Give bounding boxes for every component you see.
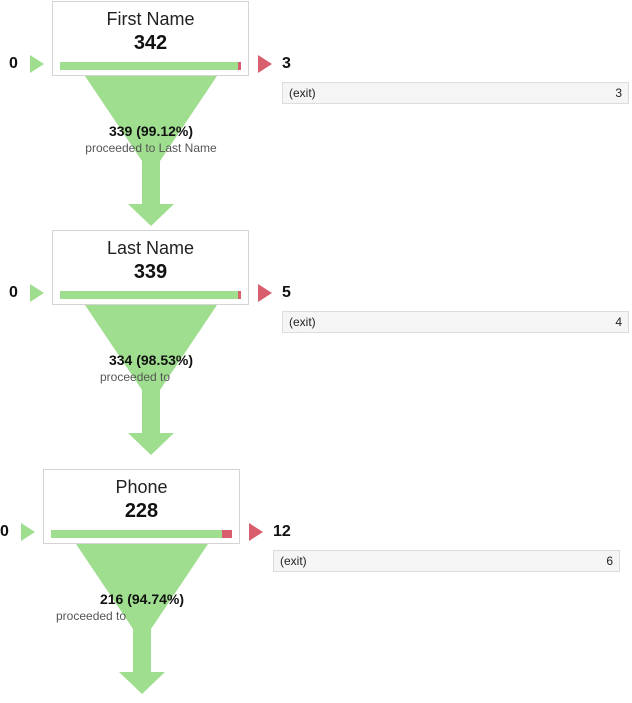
step-count: 339 — [133, 261, 168, 283]
exit-row-label: (exit) — [280, 554, 307, 568]
proceeded-label: proceeded to — [100, 370, 171, 384]
exit-row[interactable]: (exit) 4 — [282, 311, 629, 333]
funnel-step-first-name: First Name 342 0 3 (exit) 3 339 (99.12%)… — [0, 0, 632, 235]
exit-row-value: 4 — [615, 315, 622, 329]
step-count: 342 — [133, 32, 168, 54]
step-card[interactable]: First Name 342 — [52, 1, 249, 76]
exits-count[interactable]: 3 — [282, 55, 291, 72]
progress-exit-segment — [238, 291, 241, 299]
exit-row-label: (exit) — [289, 315, 316, 329]
exits-count[interactable]: 12 — [273, 523, 291, 540]
step-card[interactable]: Last Name 339 — [52, 230, 249, 305]
proceeded-label: proceeded to Last Name — [85, 141, 217, 155]
step-title: First Name — [106, 9, 195, 29]
funnel-arrow-icon — [76, 544, 208, 694]
exit-row[interactable]: (exit) 6 — [273, 550, 620, 572]
progress-exit-segment — [238, 62, 241, 70]
proceeded-label: proceeded to — [56, 609, 127, 623]
entrances-count: 0 — [9, 55, 18, 72]
exit-row-label: (exit) — [289, 86, 316, 100]
step-count: 228 — [124, 500, 159, 522]
funnel-step-phone: Phone 228 0 12 (exit) 6 216 (94.74%) pro… — [0, 468, 623, 703]
entrances-count: 0 — [0, 523, 9, 540]
exit-row-value: 6 — [606, 554, 613, 568]
entrances-arrow-icon — [30, 284, 44, 302]
step-title: Last Name — [106, 238, 195, 258]
exit-row-value: 3 — [615, 86, 622, 100]
step-progress-bar — [60, 62, 241, 70]
funnel-step-last-name: Last Name 339 0 5 (exit) 4 334 (98.53%) … — [0, 229, 632, 464]
proceeded-count: 334 (98.53%) — [108, 352, 194, 368]
exits-arrow-icon — [249, 523, 263, 541]
step-progress-bar — [51, 530, 232, 538]
exit-row[interactable]: (exit) 3 — [282, 82, 629, 104]
exits-arrow-icon — [258, 284, 272, 302]
funnel-arrow-icon — [85, 305, 217, 455]
step-title: Phone — [115, 477, 168, 497]
entrances-arrow-icon — [21, 523, 35, 541]
exits-arrow-icon — [258, 55, 272, 73]
exits-count[interactable]: 5 — [282, 284, 291, 301]
funnel-arrow-icon — [85, 76, 217, 226]
entrances-count: 0 — [9, 284, 18, 301]
entrances-arrow-icon — [30, 55, 44, 73]
progress-exit-segment — [222, 530, 232, 538]
proceeded-count: 216 (94.74%) — [99, 591, 185, 607]
proceeded-count: 339 (99.12%) — [108, 123, 194, 139]
step-card[interactable]: Phone 228 — [43, 469, 240, 544]
step-progress-bar — [60, 291, 241, 299]
